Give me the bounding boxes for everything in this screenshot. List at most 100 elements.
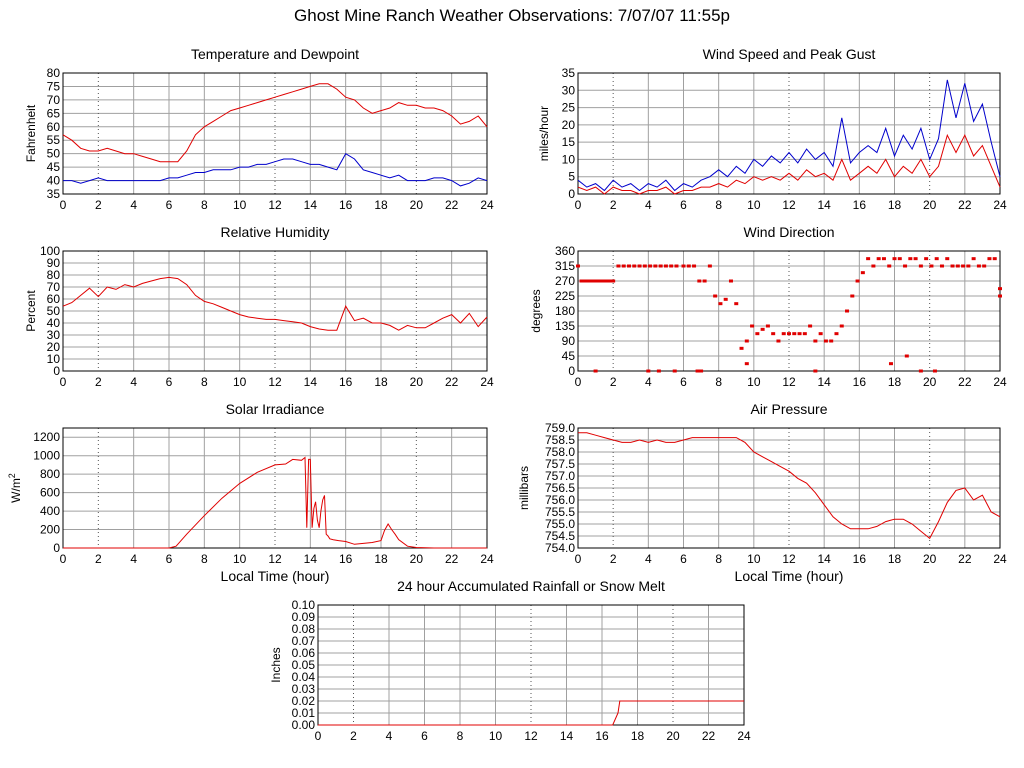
- y-tick-label: 600: [40, 486, 60, 500]
- series-line-peak-gust: [577, 79, 1001, 192]
- x-tick-label: 16: [339, 198, 353, 212]
- data-point: [929, 264, 934, 268]
- data-point: [707, 264, 712, 268]
- y-tick-label: 90: [47, 256, 61, 270]
- x-tick-label: 14: [560, 729, 574, 743]
- y-tick-label: 30: [562, 83, 576, 97]
- x-tick-label: 10: [233, 198, 247, 212]
- data-point: [637, 264, 642, 268]
- data-point: [876, 257, 881, 261]
- y-axis-label-superscript: 2: [7, 473, 17, 478]
- x-tick-label: 6: [421, 729, 428, 743]
- y-tick-label: 0.03: [292, 682, 316, 696]
- x-tick-label: 20: [923, 375, 937, 389]
- x-tick-label: 2: [350, 729, 357, 743]
- data-point: [632, 264, 637, 268]
- data-point: [813, 369, 818, 373]
- y-tick-label: 759.0: [545, 421, 575, 435]
- x-tick-label: 2: [610, 375, 617, 389]
- data-point: [992, 257, 997, 261]
- x-axis-label: Local Time (hour): [735, 568, 844, 584]
- y-axis-label-text: miles/hour: [537, 106, 551, 161]
- x-tick-label: 22: [702, 729, 716, 743]
- series-line-solar-irradiance: [63, 456, 487, 549]
- data-point: [593, 279, 598, 283]
- data-point: [982, 264, 987, 268]
- x-tick-label: 10: [233, 552, 247, 566]
- data-point: [702, 279, 707, 283]
- y-tick-label: 400: [40, 504, 60, 518]
- x-tick-label: 18: [374, 198, 388, 212]
- data-point: [744, 339, 749, 343]
- x-tick-label: 4: [130, 375, 137, 389]
- y-tick-label: 20: [562, 118, 576, 132]
- y-tick-label: 755.5: [545, 505, 575, 519]
- data-point: [600, 279, 605, 283]
- y-tick-label: 225: [555, 289, 575, 303]
- series-line-temperature: [62, 83, 488, 163]
- data-point: [918, 369, 923, 373]
- y-axis-label-text: Fahrenheit: [24, 104, 38, 162]
- x-tick-label: 0: [60, 375, 67, 389]
- y-axis-label: W/m2: [7, 473, 23, 503]
- y-tick-label: 90: [562, 334, 576, 348]
- data-point: [966, 264, 971, 268]
- x-tick-label: 12: [268, 375, 282, 389]
- x-tick-label: 2: [95, 198, 102, 212]
- data-point: [998, 294, 1002, 298]
- y-tick-label: 35: [47, 187, 61, 201]
- x-tick-label: 22: [445, 552, 459, 566]
- x-tick-label: 10: [747, 198, 761, 212]
- y-tick-label: 0.02: [292, 694, 316, 708]
- data-point: [674, 264, 679, 268]
- x-tick-label: 8: [201, 552, 208, 566]
- x-tick-label: 22: [445, 198, 459, 212]
- data-point: [787, 332, 791, 336]
- data-point: [681, 264, 686, 268]
- data-point: [808, 324, 813, 328]
- x-tick-label: 24: [480, 552, 494, 566]
- y-tick-label: 754.5: [545, 529, 575, 543]
- data-point: [593, 369, 598, 373]
- data-point: [871, 264, 876, 268]
- y-tick-label: 65: [47, 106, 61, 120]
- data-point: [961, 264, 966, 268]
- data-point: [760, 327, 765, 331]
- chart-title: Temperature and Dewpoint: [191, 46, 359, 62]
- x-tick-label: 0: [315, 729, 322, 743]
- x-tick-label: 16: [339, 375, 353, 389]
- x-tick-label: 2: [95, 552, 102, 566]
- data-point: [792, 332, 797, 336]
- data-point: [823, 339, 828, 343]
- data-point: [713, 294, 718, 298]
- y-tick-label: 756.5: [545, 481, 575, 495]
- y-tick-label: 754.0: [545, 541, 575, 555]
- data-point: [939, 264, 944, 268]
- plot-frame: [577, 72, 1001, 195]
- y-tick-label: 10: [562, 152, 576, 166]
- data-point: [611, 279, 616, 283]
- x-tick-label: 14: [817, 375, 831, 389]
- x-tick-label: 12: [524, 729, 538, 743]
- data-point: [586, 279, 591, 283]
- data-point: [887, 264, 892, 268]
- y-tick-label: 0.09: [292, 610, 316, 624]
- x-tick-label: 20: [410, 198, 424, 212]
- x-tick-label: 4: [645, 198, 652, 212]
- chart-title: Relative Humidity: [221, 224, 330, 240]
- x-tick-label: 4: [130, 198, 137, 212]
- y-axis-label: degrees: [529, 289, 543, 332]
- data-point: [621, 264, 626, 268]
- y-tick-label: 70: [47, 280, 61, 294]
- data-point: [918, 264, 923, 268]
- series-line-air-pressure: [578, 432, 1001, 540]
- data-point: [934, 257, 939, 261]
- x-tick-label: 14: [817, 552, 831, 566]
- x-tick-label: 14: [304, 375, 318, 389]
- y-tick-label: 180: [555, 304, 575, 318]
- x-tick-label: 24: [993, 375, 1007, 389]
- y-tick-label: 800: [40, 467, 60, 481]
- x-tick-label: 2: [95, 375, 102, 389]
- x-tick-label: 2: [610, 552, 617, 566]
